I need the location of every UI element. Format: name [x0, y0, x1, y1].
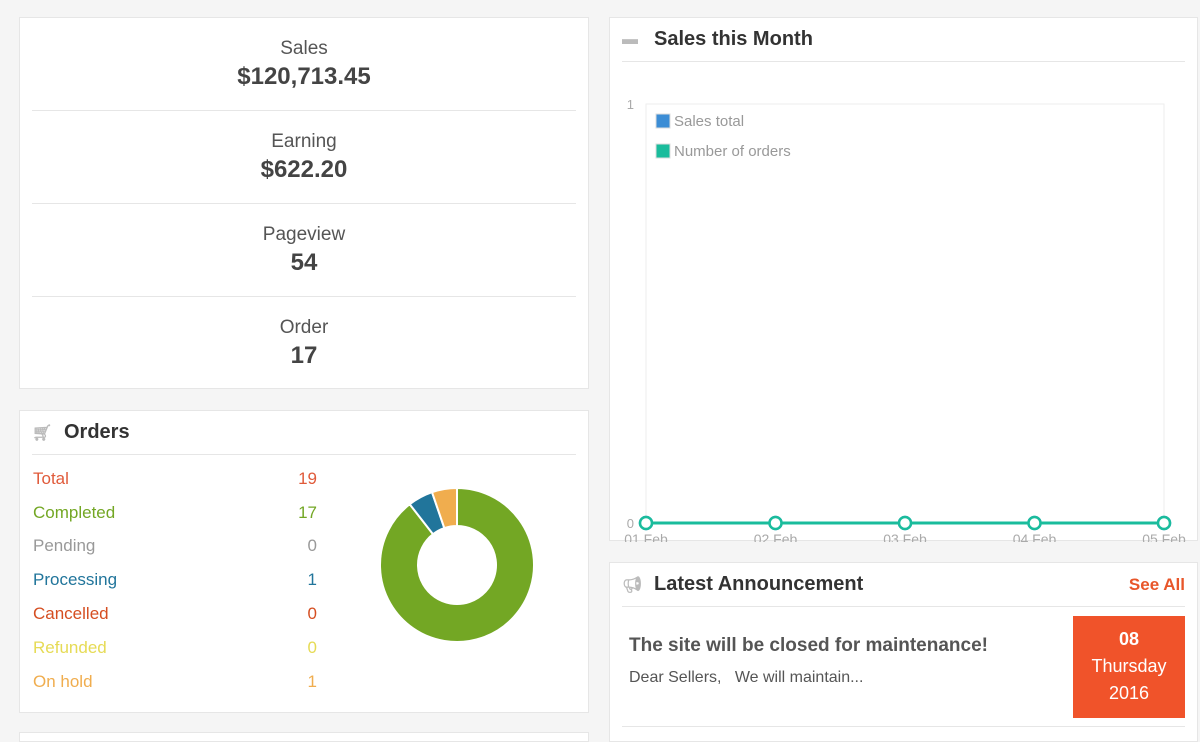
announcement-title: Latest Announcement: [654, 573, 864, 595]
orders-title: Orders: [64, 421, 130, 443]
order-status-row[interactable]: Total 19: [20, 462, 588, 496]
orders-panel: 🛒︎ Orders Total 19 Completed 17 Pending 0 Proce…: [19, 410, 589, 713]
next-panel: [19, 732, 589, 742]
cart-icon: 🛒︎: [32, 424, 53, 442]
plot-area: [645, 103, 1165, 524]
y-tick-label: 1: [627, 97, 634, 112]
stat-pageview: Pageview 54: [32, 204, 576, 297]
stat-value: 17: [290, 342, 318, 369]
x-tick-label: 02 Feb: [754, 531, 798, 542]
x-tick-label: 01 Feb: [624, 531, 668, 542]
order-status-row[interactable]: Processing 1: [20, 563, 588, 597]
order-status-label[interactable]: Cancelled: [33, 604, 109, 624]
announcement-excerpt: Dear Sellers, We will maintain...: [629, 669, 864, 686]
order-status-label[interactable]: Refunded: [33, 637, 107, 657]
order-status-label[interactable]: Total: [33, 468, 69, 488]
legend-label: Sales total: [674, 113, 744, 130]
legend-label: Number of orders: [674, 143, 791, 160]
order-status-row[interactable]: Refunded 0: [20, 631, 588, 665]
stat-earning: Earning $622.20: [32, 111, 576, 204]
order-status-count: 0: [307, 536, 317, 556]
order-status-count: 17: [298, 502, 317, 522]
legend-swatch: [655, 113, 671, 129]
stat-label: Sales: [280, 38, 328, 59]
data-point[interactable]: [768, 515, 783, 531]
stat-value: $120,713.45: [237, 63, 371, 90]
order-status-label[interactable]: Processing: [33, 570, 118, 590]
order-status-count: 1: [307, 570, 317, 590]
sales-chart-title: Sales this Month: [654, 28, 813, 50]
order-status-label[interactable]: On hold: [33, 671, 93, 691]
date-year: 2016: [1108, 683, 1150, 703]
see-all-link[interactable]: See All: [1128, 574, 1185, 594]
sales-line-chart: 0 1 01 Feb 02 Feb 03 Feb 04 Feb 05 Feb Sales to…: [624, 97, 1186, 542]
data-point[interactable]: [1156, 515, 1172, 531]
stat-value: $622.20: [260, 156, 348, 183]
credit-card-icon: ▬: [622, 30, 638, 48]
stat-label: Earning: [271, 131, 337, 152]
stat-order: Order 17: [32, 297, 576, 390]
x-tick-label: 04 Feb: [1013, 531, 1057, 542]
donut-slice-on-hold: [430, 486, 458, 530]
x-tick-label: 03 Feb: [883, 531, 927, 542]
data-point[interactable]: [638, 515, 654, 531]
megaphone-icon: 📢︎: [622, 576, 643, 594]
announcement-date-badge: 08 Thursday 2016: [1073, 616, 1185, 718]
order-status-row[interactable]: On hold 1: [20, 665, 588, 699]
stat-sales: Sales $120,713.45: [32, 18, 576, 111]
date-weekday: Thursday: [1091, 656, 1167, 676]
order-status-label[interactable]: Pending: [33, 536, 96, 556]
x-tick-label: 05 Feb: [1142, 531, 1186, 542]
stat-label: Pageview: [262, 224, 346, 245]
stat-label: Order: [279, 317, 329, 338]
stats-panel: Sales $120,713.45 Earning $622.20 Pageview…: [19, 17, 589, 389]
order-status-row[interactable]: Cancelled 0: [20, 597, 588, 631]
sales-month-panel: ▬ Sales this Month 0 1 01 Feb 02 Feb 03 Feb 04…: [609, 17, 1198, 542]
orders-donut-chart: [379, 486, 535, 643]
legend-swatch: [655, 143, 671, 159]
order-status-row[interactable]: Pending 0: [20, 530, 588, 564]
order-status-row[interactable]: Completed 17: [20, 496, 588, 530]
announcement-item[interactable]: The site will be closed for maintenance!…: [622, 607, 1185, 727]
order-status-count: 19: [298, 468, 317, 488]
order-status-count: 0: [307, 604, 317, 624]
data-point[interactable]: [897, 515, 913, 531]
stat-value: 54: [290, 249, 318, 276]
announcement-panel: 📢︎ Latest Announcement See All The site wi…: [609, 562, 1198, 742]
y-tick-label: 0: [627, 516, 634, 531]
announcement-item-title[interactable]: The site will be closed for maintenance!: [629, 635, 988, 656]
order-status-count: 0: [307, 637, 317, 657]
order-status-label[interactable]: Completed: [33, 502, 116, 522]
donut-slice-completed: [379, 486, 535, 643]
data-point[interactable]: [1027, 515, 1042, 531]
date-day: 08: [1118, 629, 1140, 649]
order-status-count: 1: [307, 671, 317, 691]
